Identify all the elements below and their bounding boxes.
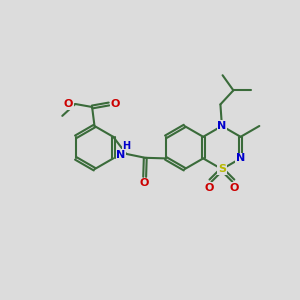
Text: N: N: [217, 121, 226, 131]
Text: S: S: [218, 164, 226, 174]
Text: H: H: [122, 141, 130, 152]
Text: N: N: [116, 149, 125, 160]
Text: O: O: [64, 99, 73, 109]
Text: O: O: [140, 178, 149, 188]
Text: N: N: [236, 153, 245, 164]
Text: O: O: [111, 99, 120, 109]
Text: O: O: [205, 183, 214, 193]
Text: O: O: [230, 183, 239, 193]
